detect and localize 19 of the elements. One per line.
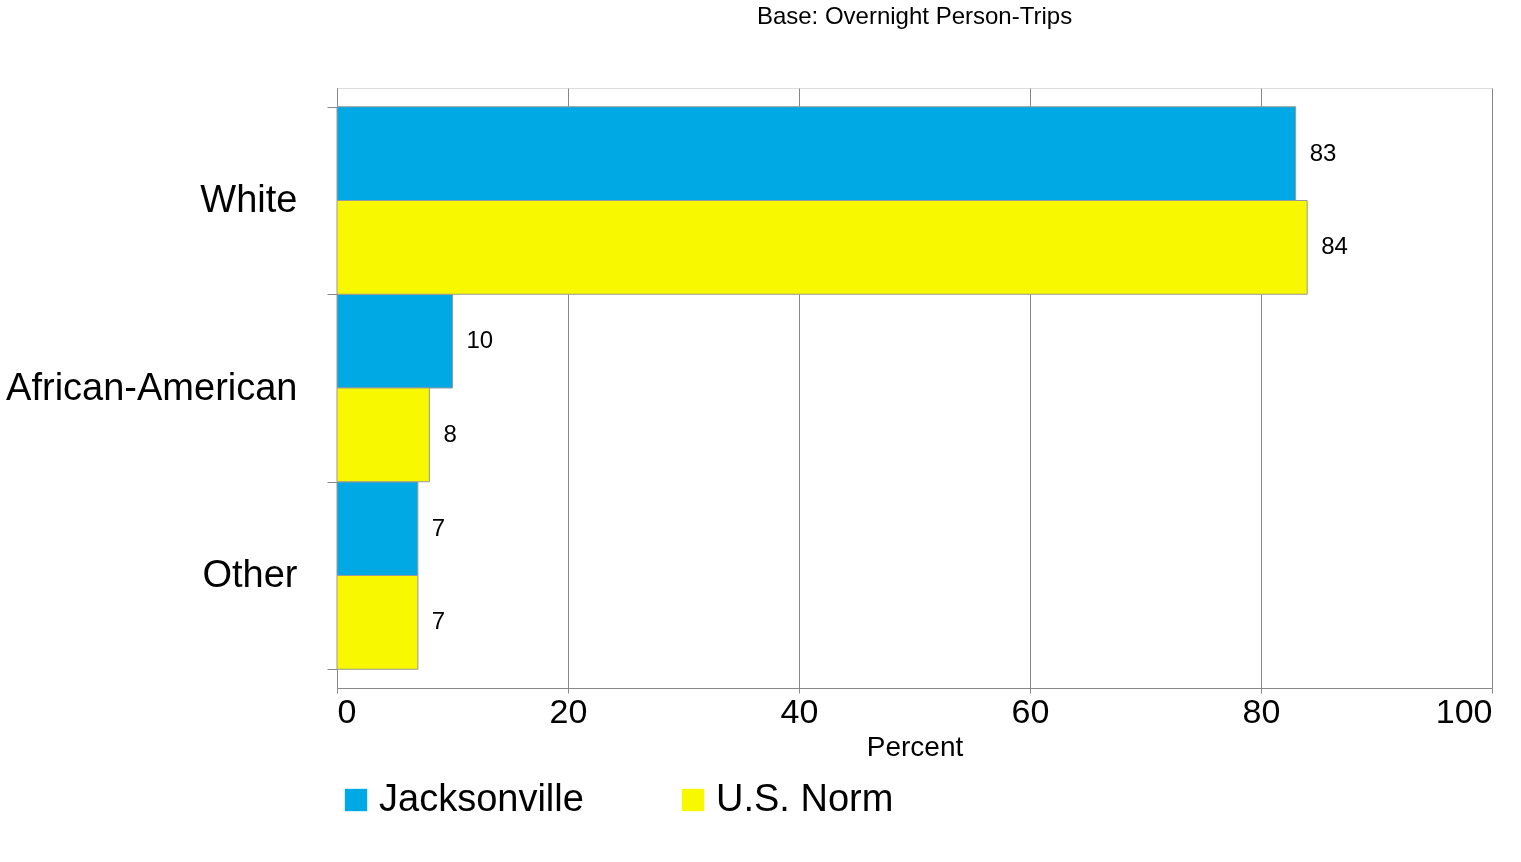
x-tick-label: 40 — [780, 691, 819, 730]
data-label: 10 — [466, 326, 494, 354]
x-tick-label: 0 — [337, 691, 357, 730]
x-tick-label: 100 — [1435, 691, 1493, 730]
x-tick-label: 20 — [549, 691, 588, 730]
y-tick-label: African-American — [6, 365, 298, 408]
x-tick-label: 80 — [1242, 691, 1281, 730]
data-label: 83 — [1309, 138, 1337, 166]
data-label: 8 — [443, 419, 457, 447]
data-label: 7 — [431, 513, 446, 541]
y-tick-label: White — [200, 178, 298, 220]
data-label: 7 — [431, 607, 446, 635]
chart-title: Base: Overnight Person-Trips — [756, 2, 1073, 29]
data-label: 84 — [1321, 232, 1348, 260]
x-axis-title: Percent — [866, 730, 964, 762]
legend-label: Jacksonville — [379, 777, 584, 819]
x-tick-label: 60 — [1011, 691, 1050, 730]
y-tick-label: Other — [202, 553, 298, 595]
legend-label: U.S. Norm — [716, 777, 894, 819]
